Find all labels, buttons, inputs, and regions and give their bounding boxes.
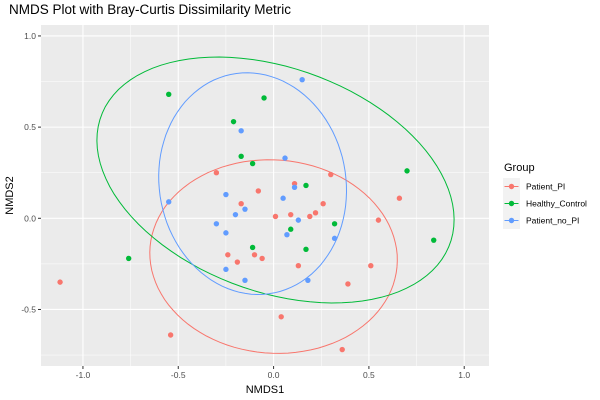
point-healthy-control xyxy=(125,255,132,262)
x-axis-title: NMDS1 xyxy=(246,384,285,396)
point-patient-no-pi xyxy=(284,232,290,238)
point-patient-pi xyxy=(225,252,231,258)
point-healthy-control xyxy=(303,246,309,252)
legend-marker xyxy=(508,217,515,224)
point-healthy-control xyxy=(331,221,338,227)
point-healthy-control xyxy=(249,160,256,167)
point-patient-no-pi xyxy=(299,77,305,83)
x-tick-label: -1.0 xyxy=(76,370,91,380)
point-patient-pi xyxy=(375,217,382,223)
point-healthy-control xyxy=(404,168,410,174)
point-patient-pi xyxy=(234,259,241,265)
legend-label: Patient_PI xyxy=(526,182,565,192)
point-patient-no-pi xyxy=(282,155,288,161)
point-patient-no-pi xyxy=(223,230,229,236)
point-patient-pi xyxy=(396,195,403,201)
y-tick-label: -0.5 xyxy=(21,304,36,314)
point-patient-pi xyxy=(339,346,345,353)
point-patient-pi xyxy=(272,213,279,220)
y-tick-label: 0.0 xyxy=(24,213,36,223)
x-tick-label: -0.5 xyxy=(171,370,186,380)
x-axis: -1.0 -0.5 0.0 0.5 1.0 xyxy=(76,366,470,380)
point-patient-no-pi xyxy=(232,211,239,218)
x-tick-label: 1.0 xyxy=(458,370,470,380)
legend-items: Patient_PI Healthy_Control Patient_no_PI xyxy=(503,178,587,229)
plot-panel xyxy=(41,25,489,366)
point-patient-pi xyxy=(278,314,284,320)
point-patient-no-pi xyxy=(291,184,298,190)
point-patient-pi xyxy=(307,213,313,220)
point-patient-no-pi xyxy=(213,221,220,227)
grid-major xyxy=(41,25,489,366)
y-tick-label: 0.5 xyxy=(24,122,36,132)
point-patient-pi xyxy=(345,281,351,287)
point-patient-no-pi xyxy=(242,206,248,212)
point-healthy-control xyxy=(303,182,309,189)
point-patient-no-pi xyxy=(280,195,286,201)
ellipse-healthy-control xyxy=(96,56,455,304)
point-patient-pi xyxy=(320,201,326,207)
point-healthy-control xyxy=(431,237,437,243)
point-patient-no-pi xyxy=(166,199,172,205)
x-tick-label: 0.5 xyxy=(363,370,375,380)
y-axis: -0.5 0.0 0.5 1.0 xyxy=(21,31,41,314)
ellipse-patient-no-pi xyxy=(158,72,348,296)
point-patient-pi xyxy=(312,210,319,216)
point-patient-pi xyxy=(238,201,244,207)
point-patient-pi xyxy=(213,170,220,176)
point-patient-pi xyxy=(259,255,265,262)
legend-marker xyxy=(508,200,515,207)
point-patient-pi xyxy=(255,188,262,194)
point-patient-no-pi xyxy=(295,217,302,223)
point-patient-no-pi xyxy=(331,235,338,242)
point-patient-pi xyxy=(328,171,334,178)
y-tick-label: 1.0 xyxy=(24,31,36,41)
point-healthy-control xyxy=(249,244,256,251)
point-patient-pi xyxy=(368,263,374,269)
point-patient-no-pi xyxy=(223,191,229,198)
ellipse-patient-pi xyxy=(149,159,398,354)
point-patient-pi xyxy=(251,252,258,258)
point-patient-no-pi xyxy=(223,266,229,273)
point-patient-pi xyxy=(295,263,302,269)
data-points xyxy=(57,77,437,353)
legend-label: Healthy_Control xyxy=(526,199,587,209)
legend-title: Group xyxy=(504,162,535,174)
point-healthy-control xyxy=(238,153,244,159)
legend-label: Patient_no_PI xyxy=(526,216,579,226)
point-patient-no-pi xyxy=(305,277,311,283)
point-patient-no-pi xyxy=(242,277,248,283)
point-patient-pi xyxy=(167,332,174,338)
legend-marker xyxy=(508,183,515,190)
x-tick-label: 0.0 xyxy=(268,370,280,380)
point-healthy-control xyxy=(261,95,267,101)
point-patient-pi xyxy=(57,279,63,285)
y-axis-title: NMDS2 xyxy=(4,176,16,215)
point-patient-no-pi xyxy=(238,128,244,134)
point-healthy-control xyxy=(166,91,172,97)
point-patient-pi xyxy=(288,211,294,218)
legend: Group Patient_PI Healthy_Control Patient_n… xyxy=(503,162,587,229)
confidence-ellipses xyxy=(96,56,455,354)
chart-title: NMDS Plot with Bray-Curtis Dissimilarity… xyxy=(9,2,292,17)
point-healthy-control xyxy=(230,118,237,125)
point-healthy-control xyxy=(288,226,294,232)
